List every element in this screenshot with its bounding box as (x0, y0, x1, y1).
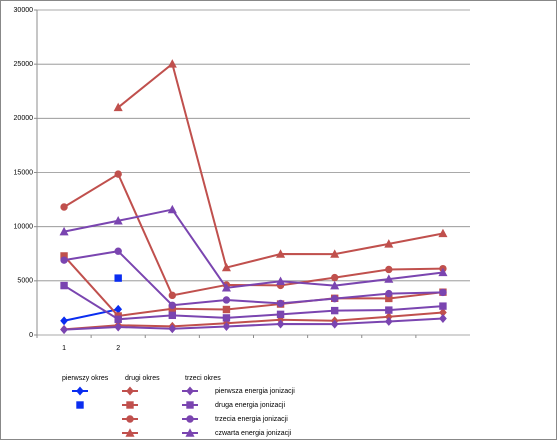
data-point (113, 102, 123, 112)
data-point (385, 306, 393, 314)
series-line (63, 308, 119, 322)
x-tick-label: 2 (116, 345, 120, 352)
data-point (222, 314, 231, 322)
data-point (60, 203, 68, 211)
data-point (60, 316, 68, 326)
x-tick-label: 1 (62, 345, 66, 352)
legend-group-title: trzeci okres (185, 375, 221, 382)
data-point (330, 249, 340, 258)
legend-marker (76, 401, 84, 409)
y-tick-label: 30000 (14, 7, 34, 14)
data-point (113, 216, 123, 225)
legend-marker (186, 401, 194, 409)
data-point (114, 247, 122, 255)
data-point (385, 289, 393, 298)
data-point (330, 294, 339, 303)
legend-marker (185, 428, 195, 437)
data-point (438, 267, 448, 277)
data-point (221, 283, 231, 292)
data-point (384, 239, 394, 248)
legend-marker (76, 386, 84, 396)
legend-marker (126, 401, 134, 409)
y-tick-label: 0 (29, 332, 33, 339)
y-tick-label: 25000 (14, 61, 34, 68)
data-point (385, 265, 393, 274)
series-line (63, 208, 444, 289)
data-point (114, 322, 123, 332)
data-point (384, 316, 393, 326)
data-point (168, 291, 177, 300)
y-tick-label: 5000 (17, 278, 33, 285)
data-point (276, 299, 285, 308)
data-point (60, 256, 68, 264)
data-point (276, 319, 285, 329)
data-point (330, 319, 339, 329)
data-point (60, 325, 68, 335)
data-point (167, 204, 177, 214)
legend-marker (125, 428, 135, 437)
series-line (63, 255, 444, 318)
legend-marker (186, 415, 194, 423)
data-point (439, 288, 447, 297)
data-point (114, 170, 122, 178)
data-point (330, 273, 339, 282)
legend-marker (126, 386, 134, 396)
series-line (63, 250, 443, 307)
series-line (63, 311, 444, 331)
data-point (168, 311, 177, 320)
legend-group-title: drugi okres (125, 375, 160, 382)
legend-label: czwarta energia jonizacji (215, 430, 292, 437)
data-point (168, 324, 177, 334)
data-point (330, 280, 340, 290)
data-point (221, 262, 231, 272)
data-point (439, 314, 447, 323)
data-point (222, 305, 231, 314)
data-point (60, 281, 68, 290)
data-point (59, 226, 69, 236)
legend-label: druga energia jonizacji (215, 402, 285, 409)
legend-marker (126, 415, 134, 423)
data-point (330, 306, 339, 315)
legend-group-title: pierwszy okres (62, 375, 109, 382)
data-point (384, 274, 394, 283)
data-point (167, 59, 177, 68)
legend-label: pierwsza energia jonizacji (215, 388, 295, 395)
data-point (222, 296, 231, 304)
y-tick-label: 20000 (14, 115, 34, 122)
data-point (438, 228, 448, 238)
data-point (276, 249, 286, 258)
legend-label: trzecia energia jonizacji (215, 416, 288, 423)
y-tick-label: 10000 (14, 224, 34, 231)
data-point (168, 301, 177, 309)
data-point (276, 310, 285, 319)
data-point (439, 302, 447, 310)
data-point (276, 276, 286, 285)
data-point (114, 315, 122, 323)
y-tick-label: 15000 (14, 169, 34, 176)
legend-marker (186, 386, 194, 396)
series-line (64, 317, 443, 331)
data-point (222, 322, 231, 331)
series-line (63, 284, 444, 321)
data-point (114, 274, 122, 282)
